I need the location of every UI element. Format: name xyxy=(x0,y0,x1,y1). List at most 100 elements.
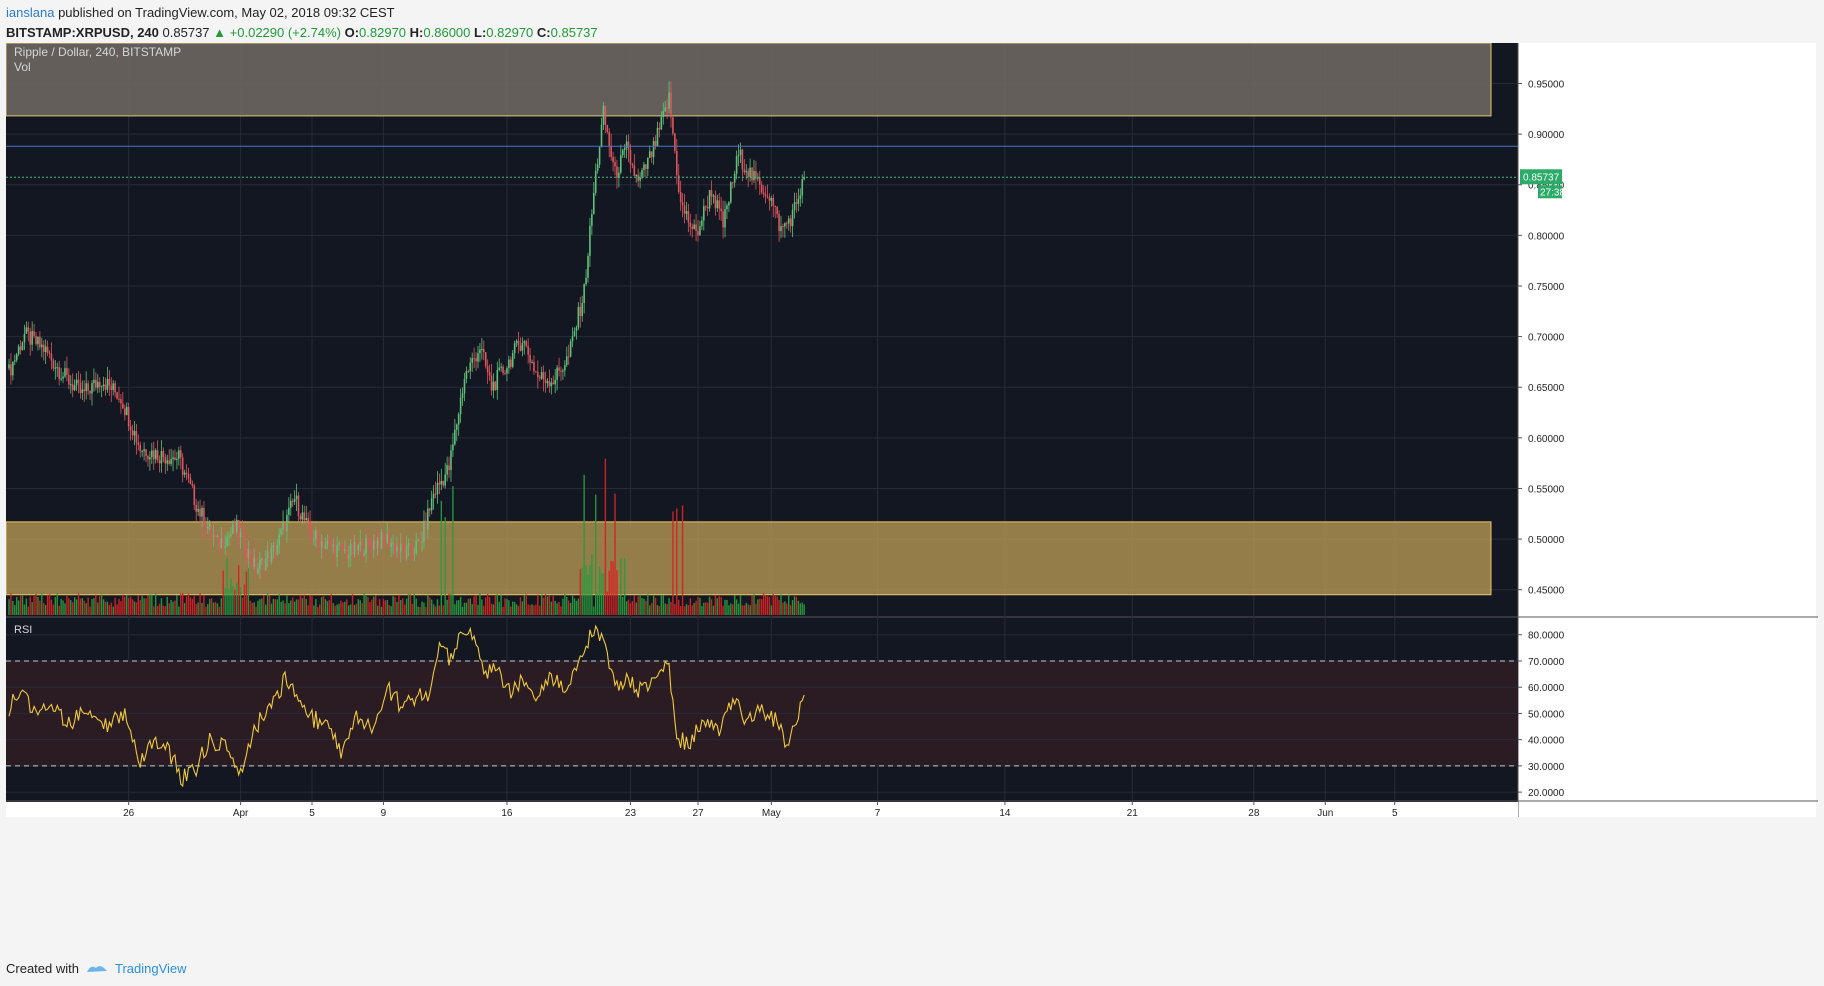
volume-bar xyxy=(178,606,180,615)
volume-bar xyxy=(566,596,568,615)
volume-bar xyxy=(768,597,771,615)
candle-body xyxy=(538,377,541,379)
volume-bar xyxy=(504,598,506,615)
volume-bar xyxy=(332,603,334,615)
candle-body xyxy=(266,551,269,559)
candle-body xyxy=(724,209,726,228)
volume-bar xyxy=(517,605,520,615)
candle-body xyxy=(716,200,719,209)
candle-body xyxy=(789,218,792,227)
volume-bar xyxy=(540,594,543,615)
volume-bar xyxy=(141,595,143,615)
candle-body xyxy=(210,522,213,537)
volume-bar xyxy=(486,593,489,615)
volume-bar xyxy=(336,604,338,615)
candle-body xyxy=(575,327,578,331)
candle-body xyxy=(143,449,145,452)
volume-bar xyxy=(739,594,742,615)
candle-body xyxy=(93,379,95,384)
candle-body xyxy=(326,540,329,545)
candle-body xyxy=(550,382,553,387)
volume-bar xyxy=(631,601,634,615)
candle-body xyxy=(533,362,535,372)
rsi-y-tick-label: 50.0000 xyxy=(1528,709,1565,720)
volume-bar xyxy=(243,584,246,615)
volume-bar xyxy=(378,598,381,615)
volume-bar xyxy=(46,594,49,615)
author-link[interactable]: ianslana xyxy=(6,5,55,20)
x-tick-label: 23 xyxy=(625,808,637,819)
volume-bar xyxy=(747,604,749,615)
candle-body xyxy=(351,543,354,555)
volume-bar xyxy=(230,578,232,615)
tradingview-link[interactable]: TradingView xyxy=(114,960,187,976)
volume-bar xyxy=(120,600,122,615)
candle-body xyxy=(465,370,468,379)
volume-bar xyxy=(506,599,508,615)
candle-body xyxy=(268,551,271,562)
volume-bar xyxy=(50,599,53,615)
candle-body xyxy=(498,367,501,370)
volume-bar xyxy=(400,599,402,615)
volume-bar xyxy=(189,597,192,615)
candle-body xyxy=(245,552,248,559)
candle-body xyxy=(118,398,120,400)
rsi-y-tick-label: 30.0000 xyxy=(1528,762,1565,773)
candle-body xyxy=(666,107,668,109)
volume-bar xyxy=(384,600,387,615)
candle-body xyxy=(330,541,333,547)
candle-body xyxy=(280,529,282,535)
candle-body xyxy=(261,558,263,560)
candle-body xyxy=(787,218,790,224)
candle-body xyxy=(739,149,742,155)
volume-bar xyxy=(625,601,628,615)
candle-body xyxy=(631,163,634,166)
candle-body xyxy=(336,544,338,557)
x-tick-label: 26 xyxy=(123,808,135,819)
volume-bar xyxy=(81,598,84,615)
candle-body xyxy=(129,426,132,431)
volume-bar xyxy=(197,602,199,615)
candle-body xyxy=(378,540,381,549)
volume-bar xyxy=(610,560,612,615)
countdown-badge-text: 27:38 xyxy=(1540,187,1565,198)
candle-body xyxy=(44,346,47,352)
candle-body xyxy=(710,190,713,197)
candle-body xyxy=(106,378,109,390)
candle-body xyxy=(718,200,721,209)
candle-body xyxy=(760,184,763,193)
candle-body xyxy=(695,224,697,231)
chart-area[interactable]: 26 Apr 5 9 16 23 27 May 7 14 21 28 Jun 5 0.95000 0.9000… xyxy=(6,43,1818,951)
candle-body xyxy=(531,362,533,364)
price-chart[interactable]: 26 Apr 5 9 16 23 27 May 7 14 21 28 Jun 5 0.95000 0.9000… xyxy=(6,43,1818,951)
candle-body xyxy=(320,541,323,548)
candle-body xyxy=(353,541,356,555)
candle-body xyxy=(241,532,244,534)
candle-body xyxy=(554,379,556,385)
volume-bar xyxy=(440,500,443,615)
candle-body xyxy=(801,179,804,196)
high-value: 0.86000 xyxy=(423,25,471,40)
volume-bar xyxy=(425,606,427,615)
volume-bar xyxy=(452,486,454,615)
candle-body xyxy=(795,202,798,204)
candle-body xyxy=(102,384,105,387)
volume-bar xyxy=(93,598,95,615)
candle-body xyxy=(733,173,736,183)
candle-body xyxy=(668,92,670,109)
volume-bar xyxy=(774,595,776,615)
candle-body xyxy=(780,226,782,232)
candle-body xyxy=(41,344,43,348)
symbol-label: BITSTAMP:XRPUSD, 240 xyxy=(6,25,159,40)
candle-body xyxy=(317,530,319,538)
volume-bar xyxy=(176,595,178,615)
volume-bar xyxy=(510,606,512,615)
volume-bar xyxy=(751,595,753,615)
candle-body xyxy=(735,156,738,174)
candle-body xyxy=(793,202,796,211)
volume-bar xyxy=(494,595,497,615)
volume-bar xyxy=(666,604,668,615)
candle-body xyxy=(133,430,136,436)
candle-body xyxy=(172,457,174,460)
volume-bar xyxy=(720,597,722,615)
